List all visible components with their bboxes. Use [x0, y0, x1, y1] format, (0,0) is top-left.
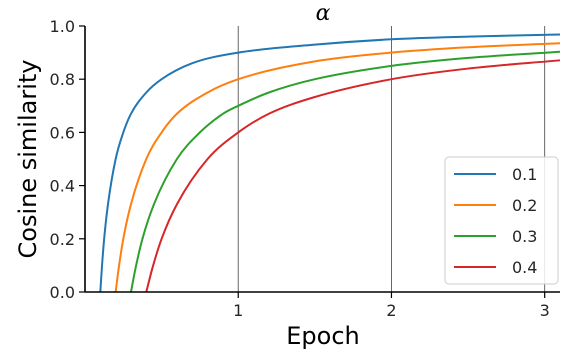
legend-box [444, 156, 559, 285]
legend-label: 0.3 [512, 227, 537, 246]
y-tick-label: 0.4 [50, 177, 75, 196]
y-tick-label: 0.8 [50, 70, 75, 89]
series-line-0.1 [99, 33, 561, 293]
chart-title: α [316, 1, 331, 26]
x-tick-label: 2 [386, 301, 396, 320]
series-lines [99, 33, 561, 293]
legend-label: 0.4 [512, 258, 537, 277]
legend: 0.1 0.2 0.3 0.4 [444, 156, 559, 285]
x-tick-label: 1 [233, 301, 243, 320]
y-axis-label: Cosine similarity [14, 60, 42, 259]
x-axis-label: Epoch [286, 322, 360, 350]
legend-label: 0.2 [512, 196, 537, 215]
y-tick-label: 0.2 [50, 230, 75, 249]
series-line-0.4 [145, 59, 561, 293]
series-line-0.3 [129, 50, 561, 293]
y-ticks: 0.0 0.2 0.4 0.6 0.8 1.0 [50, 17, 85, 302]
y-tick-label: 1.0 [50, 17, 75, 36]
y-tick-label: 0.0 [50, 283, 75, 302]
y-tick-label: 0.6 [50, 123, 75, 142]
series-line-0.2 [114, 42, 561, 293]
x-tick-label: 3 [540, 301, 550, 320]
legend-label: 0.1 [512, 165, 537, 184]
x-ticks: 1 2 3 [233, 292, 550, 320]
